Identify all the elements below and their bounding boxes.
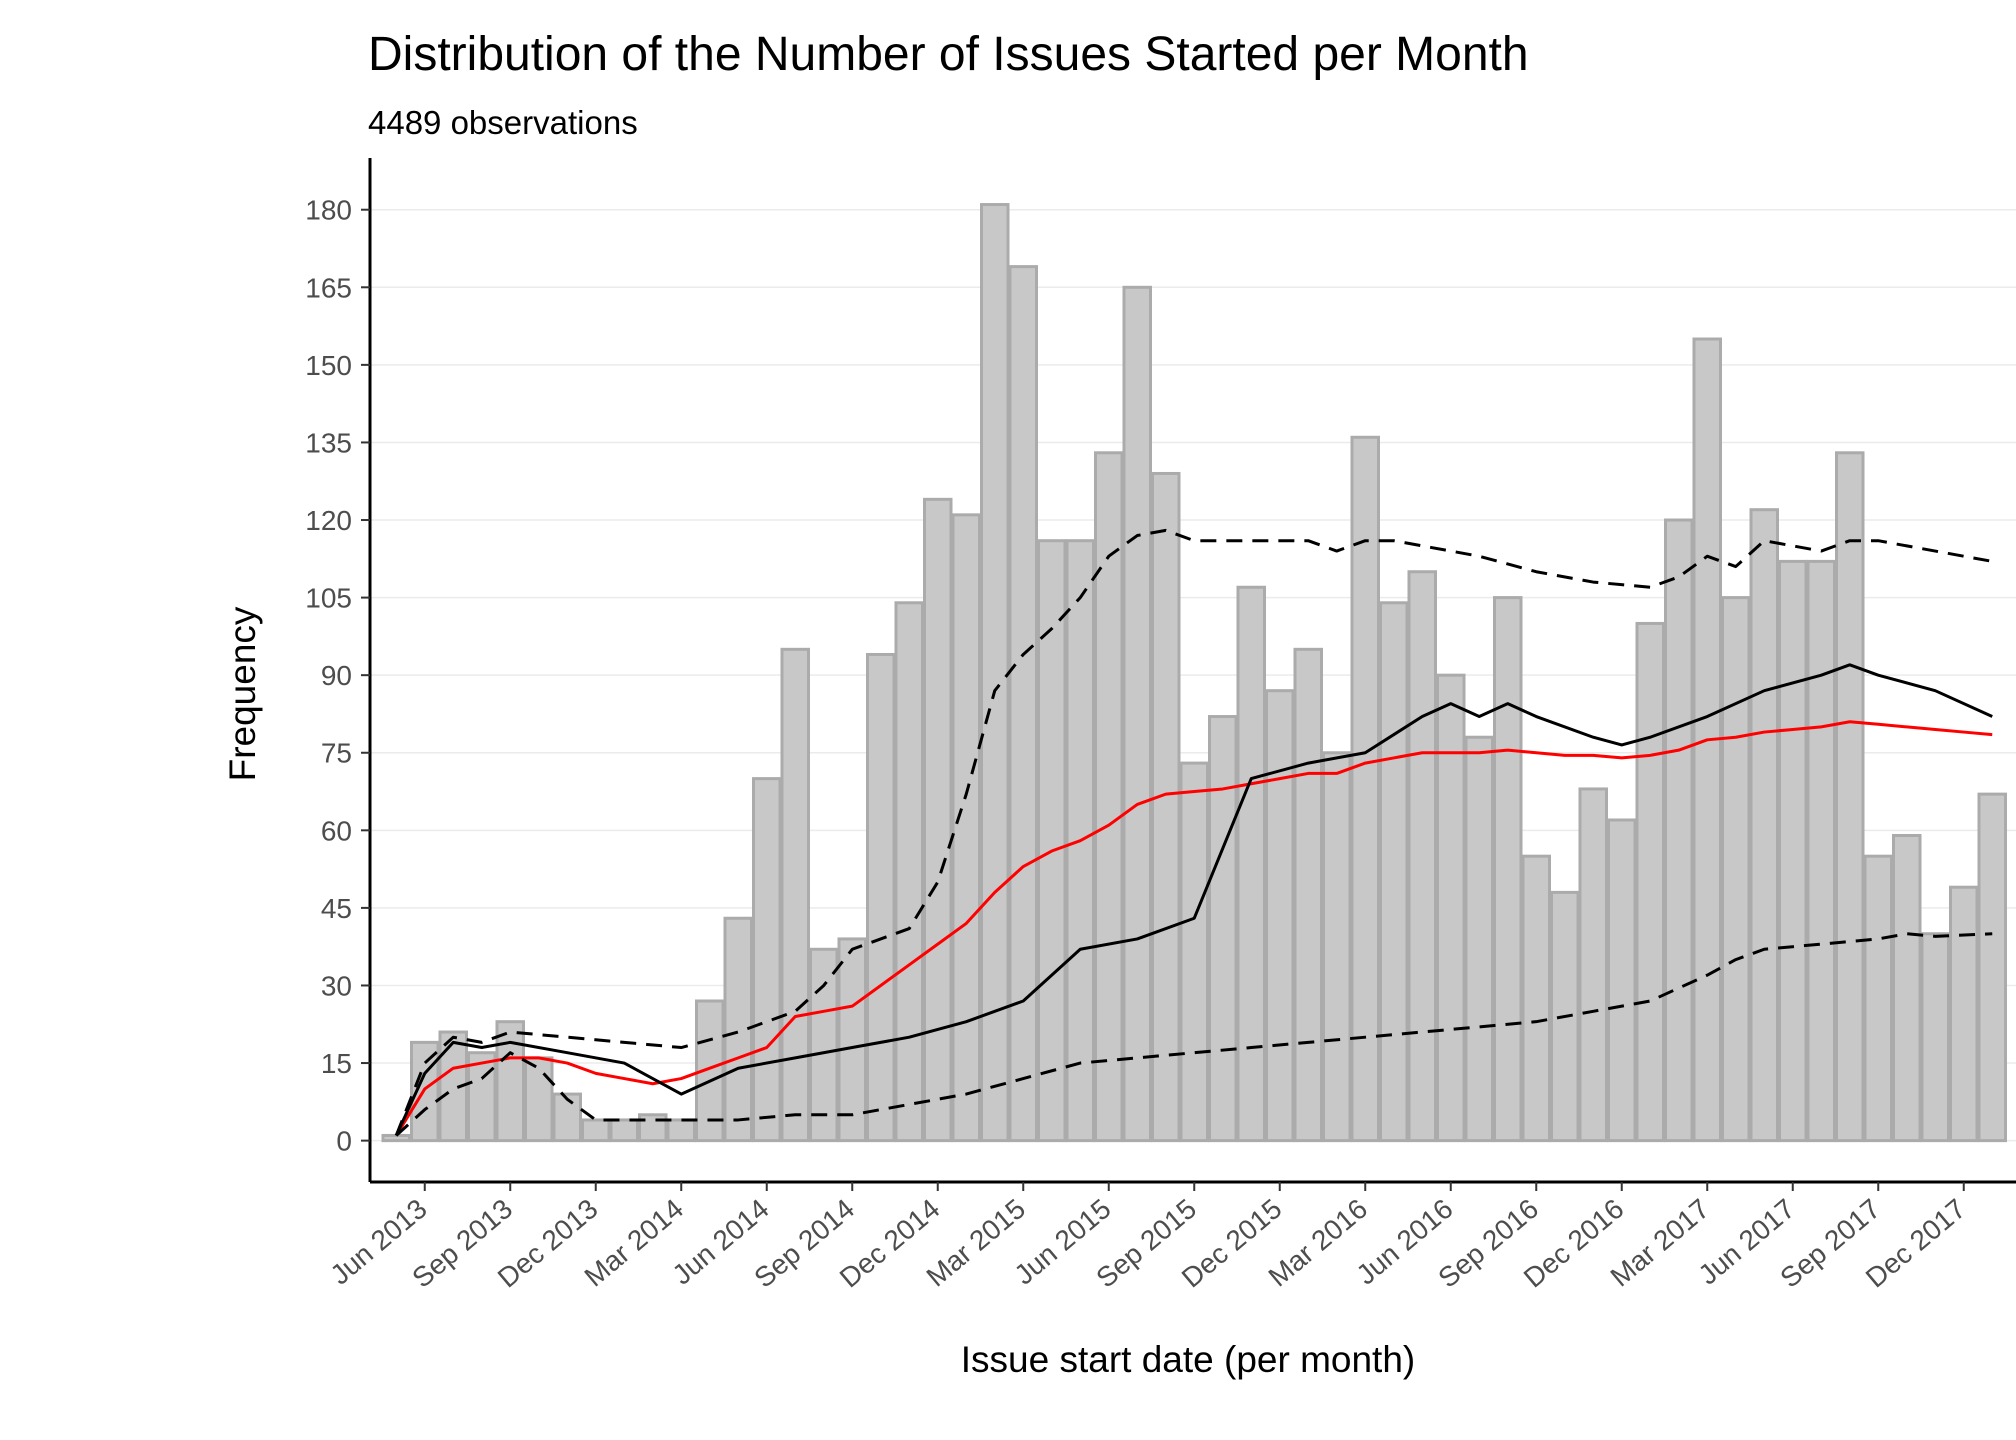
bar [1464,735,1494,1143]
bar [894,601,924,1143]
y-tick-label: 45 [321,893,352,924]
bar [1265,689,1295,1143]
y-tick-label: 120 [305,505,352,536]
bar [1322,751,1352,1143]
y-tick-label: 180 [305,195,352,226]
chart-title: Distribution of the Number of Issues Sta… [368,28,1529,81]
bar [495,1020,525,1143]
chart-subtitle: 4489 observations [368,104,638,141]
bar [951,513,981,1143]
bar [1151,471,1181,1143]
bar [1407,570,1437,1143]
y-tick-label: 30 [321,970,352,1001]
bar [1521,854,1551,1143]
bar [809,947,839,1143]
y-tick-label: 150 [305,350,352,381]
y-tick-label: 60 [321,815,352,846]
bar [666,1118,696,1143]
y-tick-label: 165 [305,272,352,303]
bar [1379,601,1409,1143]
bar [837,937,867,1143]
bar [1179,761,1209,1143]
y-tick-label: 75 [321,738,352,769]
bar [1920,932,1950,1143]
bar [923,497,953,1143]
bar [467,1051,497,1143]
dashed-line [394,528,1993,1137]
bar [866,652,896,1143]
bar [780,647,810,1143]
bar [1778,559,1808,1143]
y-axis-title: Frequency [222,606,263,781]
bar [1607,818,1637,1143]
bar [980,203,1010,1143]
y-tick-label: 90 [321,660,352,691]
y-tick-label: 0 [336,1126,352,1157]
black-line [394,663,1993,1137]
bar [581,1118,611,1143]
bar [1664,518,1694,1143]
red-line [394,720,1993,1137]
bar [609,1118,639,1143]
bar [1436,673,1466,1143]
y-tick-label: 135 [305,427,352,458]
bar [1977,792,2007,1143]
bar [1493,596,1523,1143]
bar [1806,559,1836,1143]
bar [1721,596,1751,1143]
bar [752,777,782,1143]
bar [1008,265,1038,1143]
bar [524,1056,554,1143]
bar [1749,508,1779,1143]
y-axis-ticks: 0 15 30 45 60 75 90 105 120 135 150 165 180 [305,195,370,1157]
bar [1236,585,1266,1143]
bar [1835,451,1865,1143]
bar [1037,539,1067,1143]
bar [1122,285,1152,1143]
bar [381,1133,411,1143]
lines [394,528,1993,1137]
y-tick-label: 15 [321,1048,352,1079]
bar [552,1092,582,1143]
bar [1350,435,1380,1143]
bar [723,916,753,1143]
bar [695,999,725,1143]
y-tick-label: 105 [305,583,352,614]
bar [1635,621,1665,1143]
bar [1863,854,1893,1143]
bar [1578,787,1608,1143]
bar [1208,715,1238,1143]
bar [1293,647,1323,1143]
bar [1892,833,1922,1143]
bars [381,203,2007,1143]
bar [1949,885,1979,1143]
x-axis-title: Issue start date (per month) [961,1339,1415,1380]
